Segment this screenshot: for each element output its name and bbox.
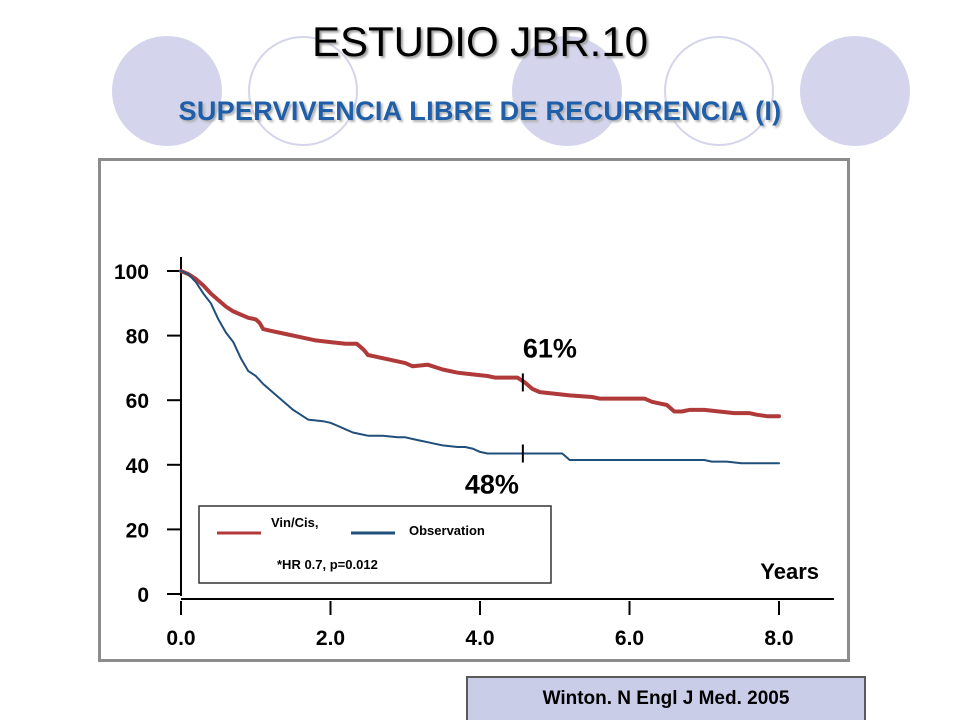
y-tick-label: 80	[126, 326, 149, 349]
series-line-vincis	[179, 269, 781, 419]
y-tick-label: 100	[114, 261, 149, 284]
y-ticks: 0 20 40 60 80 100	[114, 261, 180, 607]
annotation-observation-percent: 48%	[465, 469, 519, 499]
legend-box	[198, 505, 552, 584]
chart-frame: 0 20 40 60 80 100 0.0 2.0 4.0 6.0 8.0 61% 48% Year…	[98, 158, 850, 662]
slide-title: ESTUDIO JBR.10	[311, 18, 649, 65]
citation-text: Winton. N Engl J Med. 2005	[542, 688, 790, 709]
series-line-observation	[180, 270, 780, 465]
legend-label-observation: Observation	[409, 523, 485, 538]
decor-circle-1	[112, 36, 222, 146]
x-tick-label: 2.0	[316, 627, 345, 650]
slide-subtitle: SUPERVIVENCIA LIBRE DE RECURRENCIA (I)	[178, 96, 782, 126]
y-tick-label: 40	[126, 455, 149, 478]
decor-circle-3	[512, 36, 622, 146]
x-ticks: 0.0 2.0 4.0 6.0 8.0	[166, 601, 794, 650]
y-tick-label: 60	[126, 390, 149, 413]
legend-hr-note: *HR 0.7, p=0.012	[277, 557, 378, 572]
citation-box: Winton. N Engl J Med. 2005	[466, 676, 866, 720]
x-tick-label: 4.0	[465, 627, 494, 650]
decor-circle-5	[800, 36, 910, 146]
chart-legend: Vin/Cis, Observation *HR 0.7, p=0.012	[198, 505, 552, 584]
annotation-vincis-percent: 61%	[523, 333, 577, 363]
x-axis-label: Years	[760, 559, 819, 584]
decor-circle-4	[664, 36, 774, 146]
chart-axes	[180, 257, 834, 600]
y-tick-label: 0	[137, 584, 149, 607]
survival-chart: 0 20 40 60 80 100 0.0 2.0 4.0 6.0 8.0 61% 48% Year…	[114, 257, 834, 650]
x-tick-label: 0.0	[166, 627, 195, 650]
series-lines	[179, 269, 781, 465]
x-tick-label: 6.0	[615, 627, 644, 650]
legend-label-vincis: Vin/Cis,	[271, 515, 318, 530]
annotations: 61% 48%	[465, 333, 577, 499]
y-tick-label: 20	[126, 519, 149, 542]
x-tick-label: 8.0	[764, 627, 793, 650]
decor-circle-2	[248, 36, 358, 146]
